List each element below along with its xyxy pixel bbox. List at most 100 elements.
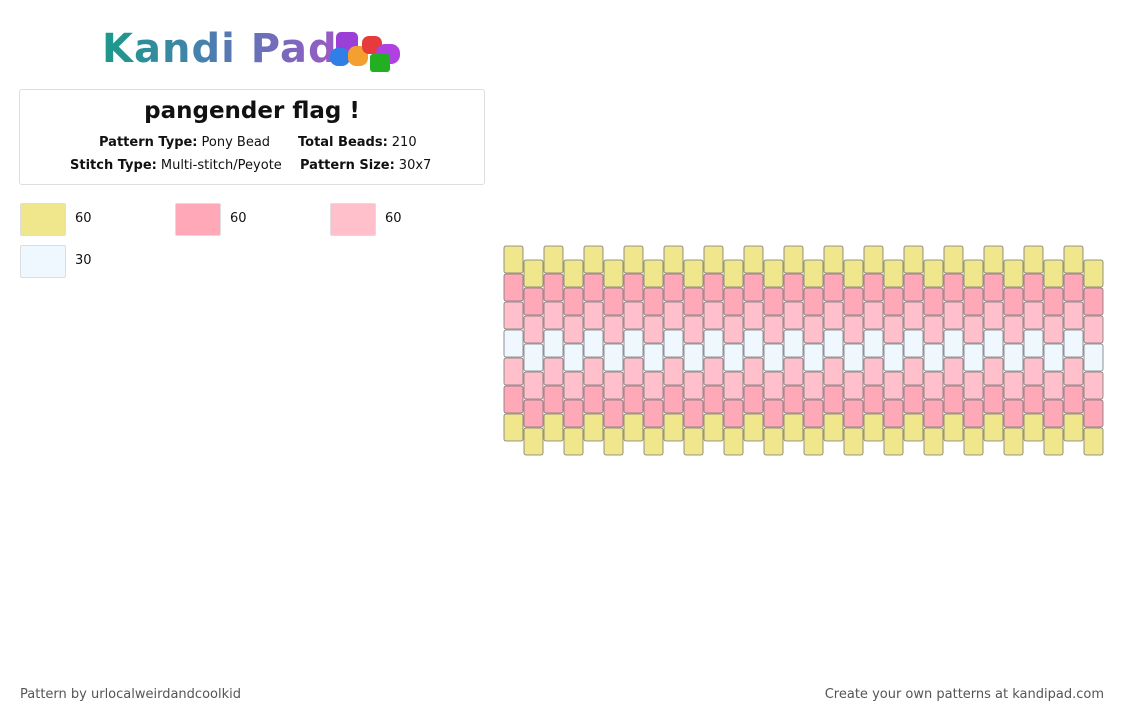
bead [863,273,884,302]
bead [643,371,664,400]
bead [903,301,924,330]
bead [703,301,724,330]
bead [843,315,864,344]
bead [1003,287,1024,316]
bead [843,427,864,456]
bead [643,343,664,372]
bead [603,343,624,372]
bead [583,273,604,302]
bead [723,343,744,372]
bead [1083,315,1104,344]
detail-value: Pony Bead [201,135,271,150]
bead [803,343,824,372]
bead [663,245,684,274]
bead [603,427,624,456]
bead [883,315,904,344]
bead [803,315,824,344]
bead [643,259,664,288]
bead [903,385,924,414]
bead [1043,315,1064,344]
bead [623,329,644,358]
bead [903,273,924,302]
detail-value: 210 [391,135,417,150]
bead [783,413,804,442]
bead [1063,385,1084,414]
bead [923,371,944,400]
bead [903,245,924,274]
bead [823,301,844,330]
bead [723,371,744,400]
bead [563,315,584,344]
bead [663,413,684,442]
detail-value: 30x7 [398,158,432,173]
bead [923,427,944,456]
bead [643,427,664,456]
bead [683,399,704,428]
bead [663,385,684,414]
bead-pattern [503,245,1104,456]
bead [1003,259,1024,288]
bead [943,245,964,274]
bead [543,301,564,330]
bead [883,343,904,372]
bead [763,371,784,400]
bead [983,301,1004,330]
bead [923,259,944,288]
bead [963,259,984,288]
bead [683,259,704,288]
bead [963,287,984,316]
bead [523,399,544,428]
bead [1043,399,1064,428]
bead [1083,427,1104,456]
bead [623,301,644,330]
bead [663,273,684,302]
bead [583,329,604,358]
bead [803,259,824,288]
footer-credit: Pattern by urlocalweirdandcoolkid [20,687,241,702]
detail: Pattern Type: Pony Bead [99,135,270,150]
bead [803,371,824,400]
bead [823,273,844,302]
color-count: 30 [75,253,92,268]
bead [743,273,764,302]
bead [563,259,584,288]
bead [523,371,544,400]
bead [1083,287,1104,316]
color-swatch [330,203,376,236]
bead [1043,287,1064,316]
bead [523,287,544,316]
bead [863,301,884,330]
color-count: 60 [75,211,92,226]
bead [723,259,744,288]
bead [1003,371,1024,400]
bead [703,273,724,302]
bead [943,385,964,414]
bead [623,413,644,442]
bead [603,371,624,400]
bead [703,329,724,358]
bead [963,399,984,428]
bead [863,385,884,414]
bead [823,385,844,414]
footer-link[interactable]: Create your own patterns at kandipad.com [824,687,1104,702]
bead [1003,399,1024,428]
detail-label: Stitch Type: [70,158,157,173]
bead [763,399,784,428]
bead [683,343,704,372]
bead [563,427,584,456]
bead [1043,259,1064,288]
bead [903,329,924,358]
bead [863,245,884,274]
bead [583,245,604,274]
bead [643,315,664,344]
bead [923,399,944,428]
bead [763,427,784,456]
logo[interactable]: Kandi Pad [102,26,338,72]
bead [503,413,524,442]
bead [783,301,804,330]
bead [823,329,844,358]
bead [703,385,724,414]
bead [743,301,764,330]
bead [583,301,604,330]
bead [543,357,564,386]
